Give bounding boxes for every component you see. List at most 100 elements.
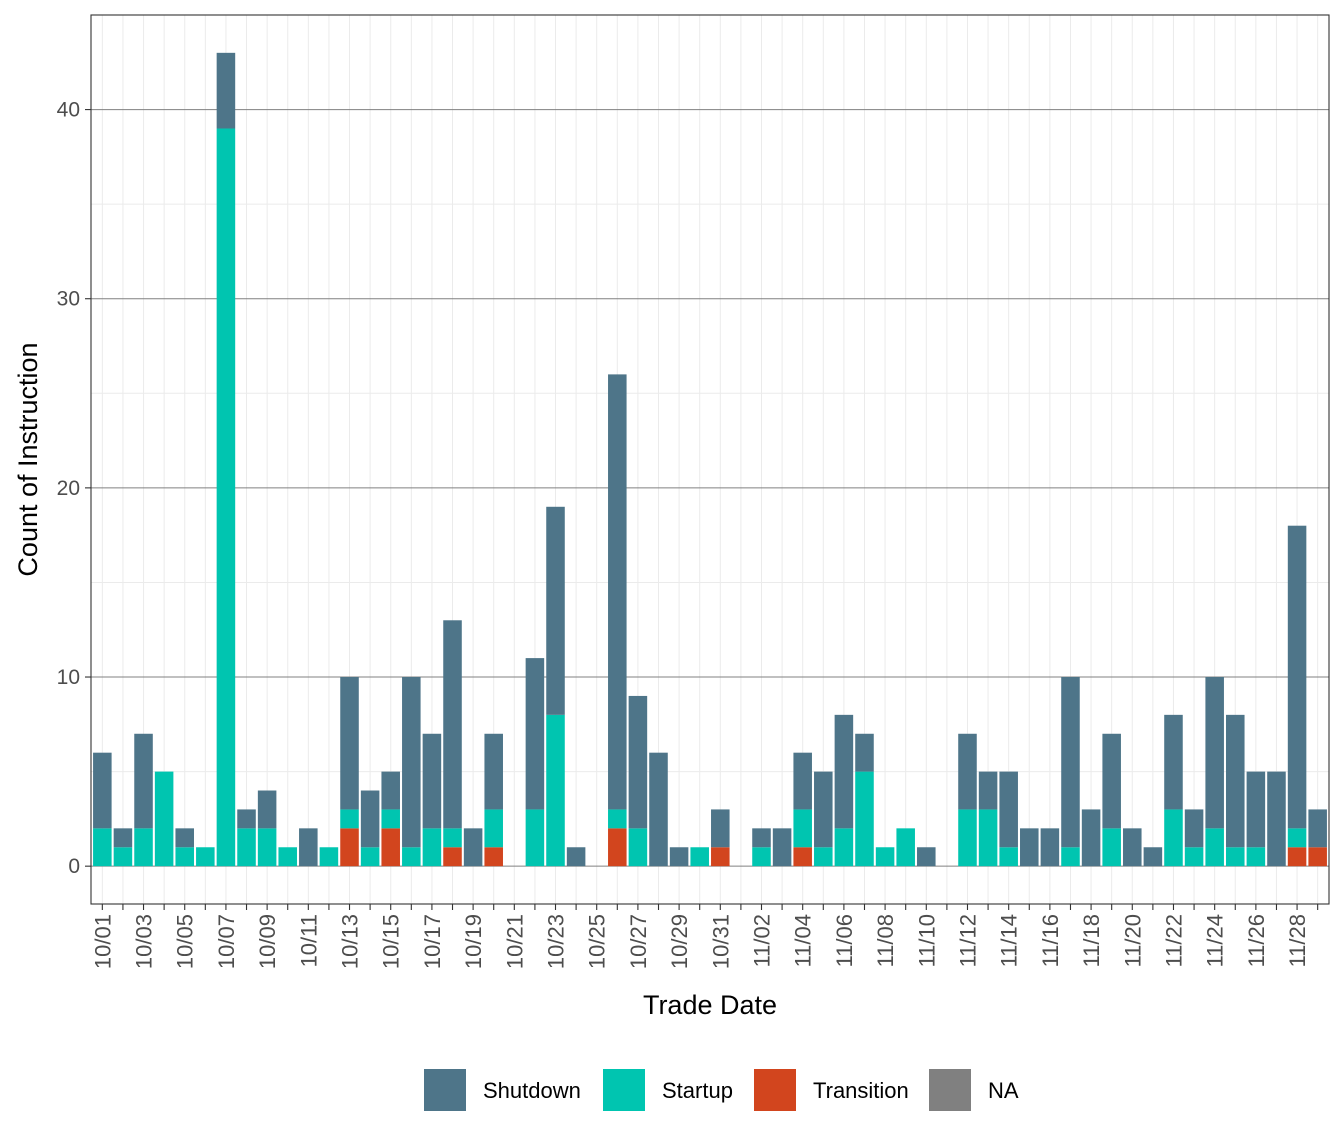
y-tick-label: 0 xyxy=(68,855,80,878)
bar-startup-10-09 xyxy=(257,828,277,867)
bar-shutdown-10-29 xyxy=(669,847,689,867)
x-tick-label: 11/26 xyxy=(1244,914,1269,967)
bar-startup-11-04 xyxy=(793,809,812,848)
bar-startup-10-17 xyxy=(422,828,442,867)
bar-startup-10-16 xyxy=(402,847,421,867)
bar-startup-11-12 xyxy=(958,809,977,867)
bar-shutdown-10-18 xyxy=(443,620,462,829)
x-tick-label: 10/21 xyxy=(502,914,527,969)
bar-startup-10-04 xyxy=(154,771,174,867)
x-tick-label: 11/20 xyxy=(1120,914,1145,967)
bar-transition-10-26 xyxy=(608,828,627,867)
bar-shutdown-10-24 xyxy=(566,847,586,867)
x-tick-label: 11/28 xyxy=(1285,914,1310,967)
bar-startup-11-28 xyxy=(1287,828,1307,848)
x-tick-label: 10/23 xyxy=(544,914,569,969)
y-tick-label: 20 xyxy=(57,477,80,500)
bar-shutdown-10-02 xyxy=(113,828,133,848)
bar-startup-10-08 xyxy=(237,828,256,867)
bar-startup-11-24 xyxy=(1205,828,1224,867)
legend-key-startup xyxy=(603,1069,645,1111)
bar-shutdown-10-27 xyxy=(628,695,648,829)
bar-shutdown-10-22 xyxy=(525,658,545,810)
x-tick-label: 10/03 xyxy=(132,914,157,969)
bar-shutdown-11-07 xyxy=(855,733,874,772)
bar-startup-10-01 xyxy=(93,828,112,867)
bar-shutdown-10-11 xyxy=(299,828,318,867)
legend-label-na: NA xyxy=(988,1078,1019,1103)
bar-transition-10-31 xyxy=(711,847,730,867)
bar-startup-10-30 xyxy=(690,847,709,867)
x-tick-label: 10/27 xyxy=(626,914,651,969)
bar-shutdown-10-23 xyxy=(546,506,565,715)
bar-shutdown-11-20 xyxy=(1123,828,1142,867)
legend-key-na xyxy=(929,1069,971,1111)
x-tick-label: 11/10 xyxy=(914,914,939,967)
y-tick-label: 10 xyxy=(57,666,80,689)
bar-transition-10-20 xyxy=(484,847,503,867)
bar-transition-11-04 xyxy=(793,847,812,867)
x-tick-label: 10/29 xyxy=(667,914,692,969)
x-tick-label: 11/16 xyxy=(1038,914,1063,967)
bar-shutdown-10-28 xyxy=(649,752,668,867)
bar-startup-10-12 xyxy=(319,847,339,867)
x-tick-label: 11/08 xyxy=(873,914,898,967)
bar-shutdown-11-23 xyxy=(1184,809,1204,848)
bar-transition-10-15 xyxy=(381,828,400,867)
axes: 0 10 20 30 40 10/01 10/03 10/05 10/07 10/09 10/11 1… xyxy=(57,99,1319,969)
bar-shutdown-11-14 xyxy=(999,771,1018,848)
x-tick-label: 11/12 xyxy=(955,914,980,967)
legend-key-transition xyxy=(754,1069,796,1111)
x-tick-label: 10/15 xyxy=(379,914,404,969)
bar-startup-10-14 xyxy=(360,847,380,867)
bar-transition-10-13 xyxy=(340,828,359,867)
bar-startup-11-05 xyxy=(814,847,833,867)
x-tick-label: 11/14 xyxy=(997,914,1022,967)
bar-startup-11-26 xyxy=(1246,847,1266,867)
bar-shutdown-11-15 xyxy=(1020,828,1039,867)
bar-shutdown-11-27 xyxy=(1267,771,1286,867)
bar-startup-11-17 xyxy=(1061,847,1080,867)
bar-startup-10-10 xyxy=(278,847,297,867)
bar-startup-11-14 xyxy=(999,847,1018,867)
bar-startup-10-15 xyxy=(381,809,400,829)
bar-shutdown-10-31 xyxy=(711,809,730,848)
x-tick-label: 10/09 xyxy=(255,914,280,969)
bar-shutdown-10-08 xyxy=(237,809,256,829)
bar-shutdown-11-02 xyxy=(752,828,771,848)
bar-startup-10-23 xyxy=(546,714,565,867)
bar-shutdown-11-28 xyxy=(1287,525,1307,829)
bar-shutdown-11-17 xyxy=(1061,677,1080,848)
bar-transition-10-18 xyxy=(443,847,462,867)
bar-startup-11-08 xyxy=(875,847,895,867)
bar-startup-10-20 xyxy=(484,809,503,848)
bar-shutdown-11-03 xyxy=(772,828,792,867)
bar-shutdown-11-26 xyxy=(1246,771,1266,848)
bar-shutdown-10-15 xyxy=(381,771,400,810)
x-tick-label: 10/13 xyxy=(338,914,363,969)
bar-startup-10-27 xyxy=(628,828,648,867)
x-tick-label: 10/19 xyxy=(461,914,486,969)
bar-shutdown-10-14 xyxy=(360,790,380,848)
y-tick-label: 30 xyxy=(57,288,80,311)
bar-startup-11-23 xyxy=(1184,847,1204,867)
x-tick-label: 11/06 xyxy=(832,914,857,967)
x-tick-label: 10/31 xyxy=(708,914,733,969)
bar-startup-11-09 xyxy=(896,828,915,867)
bar-shutdown-10-03 xyxy=(134,733,153,829)
bar-shutdown-11-21 xyxy=(1143,847,1163,867)
bar-shutdown-11-05 xyxy=(814,771,833,848)
bar-transition-11-29 xyxy=(1308,847,1327,867)
bar-shutdown-10-16 xyxy=(402,677,421,848)
bar-startup-11-13 xyxy=(978,809,998,867)
bar-shutdown-11-10 xyxy=(917,847,936,867)
bar-startup-10-05 xyxy=(175,847,194,867)
bar-shutdown-10-20 xyxy=(484,733,503,810)
x-tick-label: 11/22 xyxy=(1161,914,1186,967)
bar-transition-11-28 xyxy=(1287,847,1307,867)
bar-shutdown-10-17 xyxy=(422,733,442,829)
bar-shutdown-11-16 xyxy=(1040,828,1060,867)
bar-shutdown-11-22 xyxy=(1164,714,1183,810)
x-tick-label: 11/02 xyxy=(749,914,774,967)
